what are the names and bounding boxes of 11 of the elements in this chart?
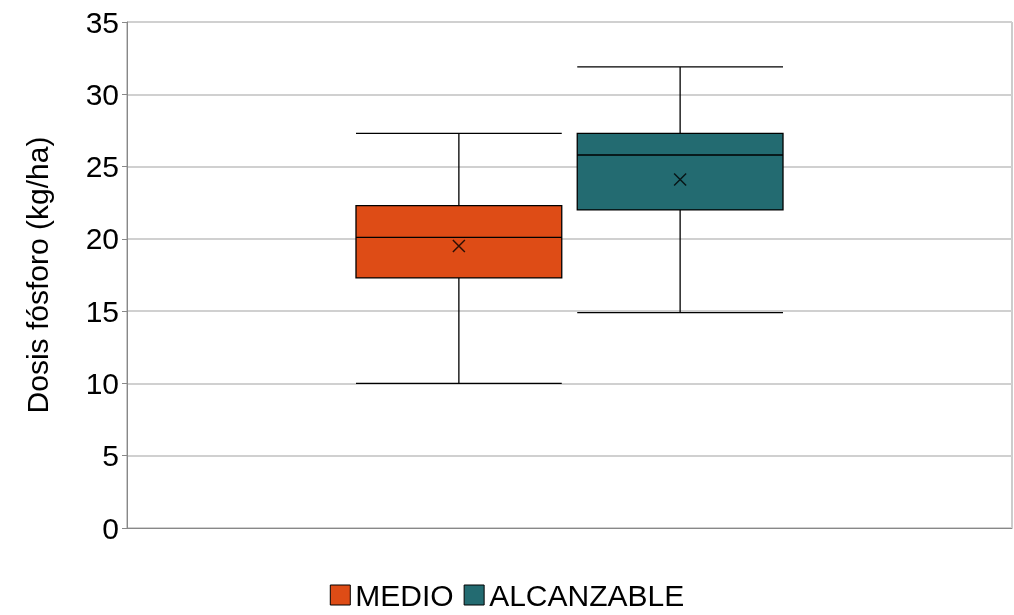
legend-label: ALCANZABLE bbox=[489, 578, 685, 612]
y-tick-label: 30 bbox=[85, 77, 119, 111]
y-tick-label: 25 bbox=[85, 150, 119, 184]
y-tick-label: 10 bbox=[85, 366, 119, 400]
y-tick-label: 5 bbox=[102, 439, 119, 473]
y-tick-label: 20 bbox=[85, 222, 119, 256]
y-axis-title: Dosis fósforo (kg/ha) bbox=[20, 136, 54, 414]
y-tick-label: 15 bbox=[85, 294, 119, 328]
y-tick-label: 0 bbox=[102, 511, 119, 545]
y-tick-label: 35 bbox=[85, 5, 119, 39]
legend-label: MEDIO bbox=[355, 578, 454, 612]
